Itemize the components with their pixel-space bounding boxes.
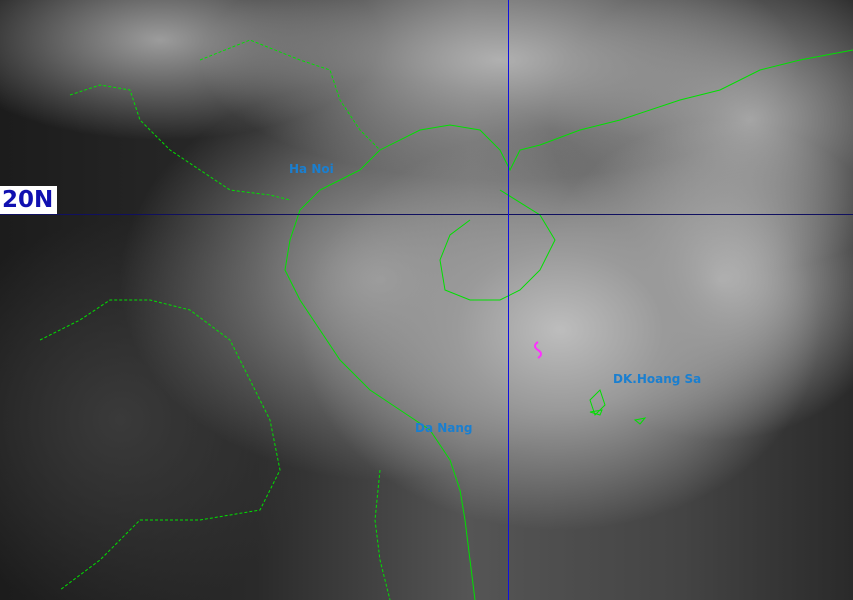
latitude-label: 20N bbox=[0, 186, 58, 214]
longitude-gridline bbox=[508, 0, 509, 600]
place-label-da-nang: Da Nang bbox=[415, 421, 473, 435]
island bbox=[633, 417, 647, 425]
place-label-ha-noi: Ha Noi bbox=[289, 162, 334, 176]
latitude-gridline bbox=[0, 214, 853, 215]
border-line bbox=[374, 469, 391, 600]
coastline bbox=[284, 149, 476, 600]
island bbox=[589, 389, 606, 416]
island bbox=[589, 409, 603, 416]
border-line bbox=[39, 299, 281, 591]
tropical-cyclone-icon bbox=[534, 341, 542, 359]
place-label-hoang-sa: DK.Hoang Sa bbox=[613, 372, 702, 386]
border-line bbox=[69, 84, 291, 201]
coastline bbox=[379, 49, 853, 172]
border-line bbox=[199, 39, 381, 151]
coastline bbox=[439, 189, 556, 301]
